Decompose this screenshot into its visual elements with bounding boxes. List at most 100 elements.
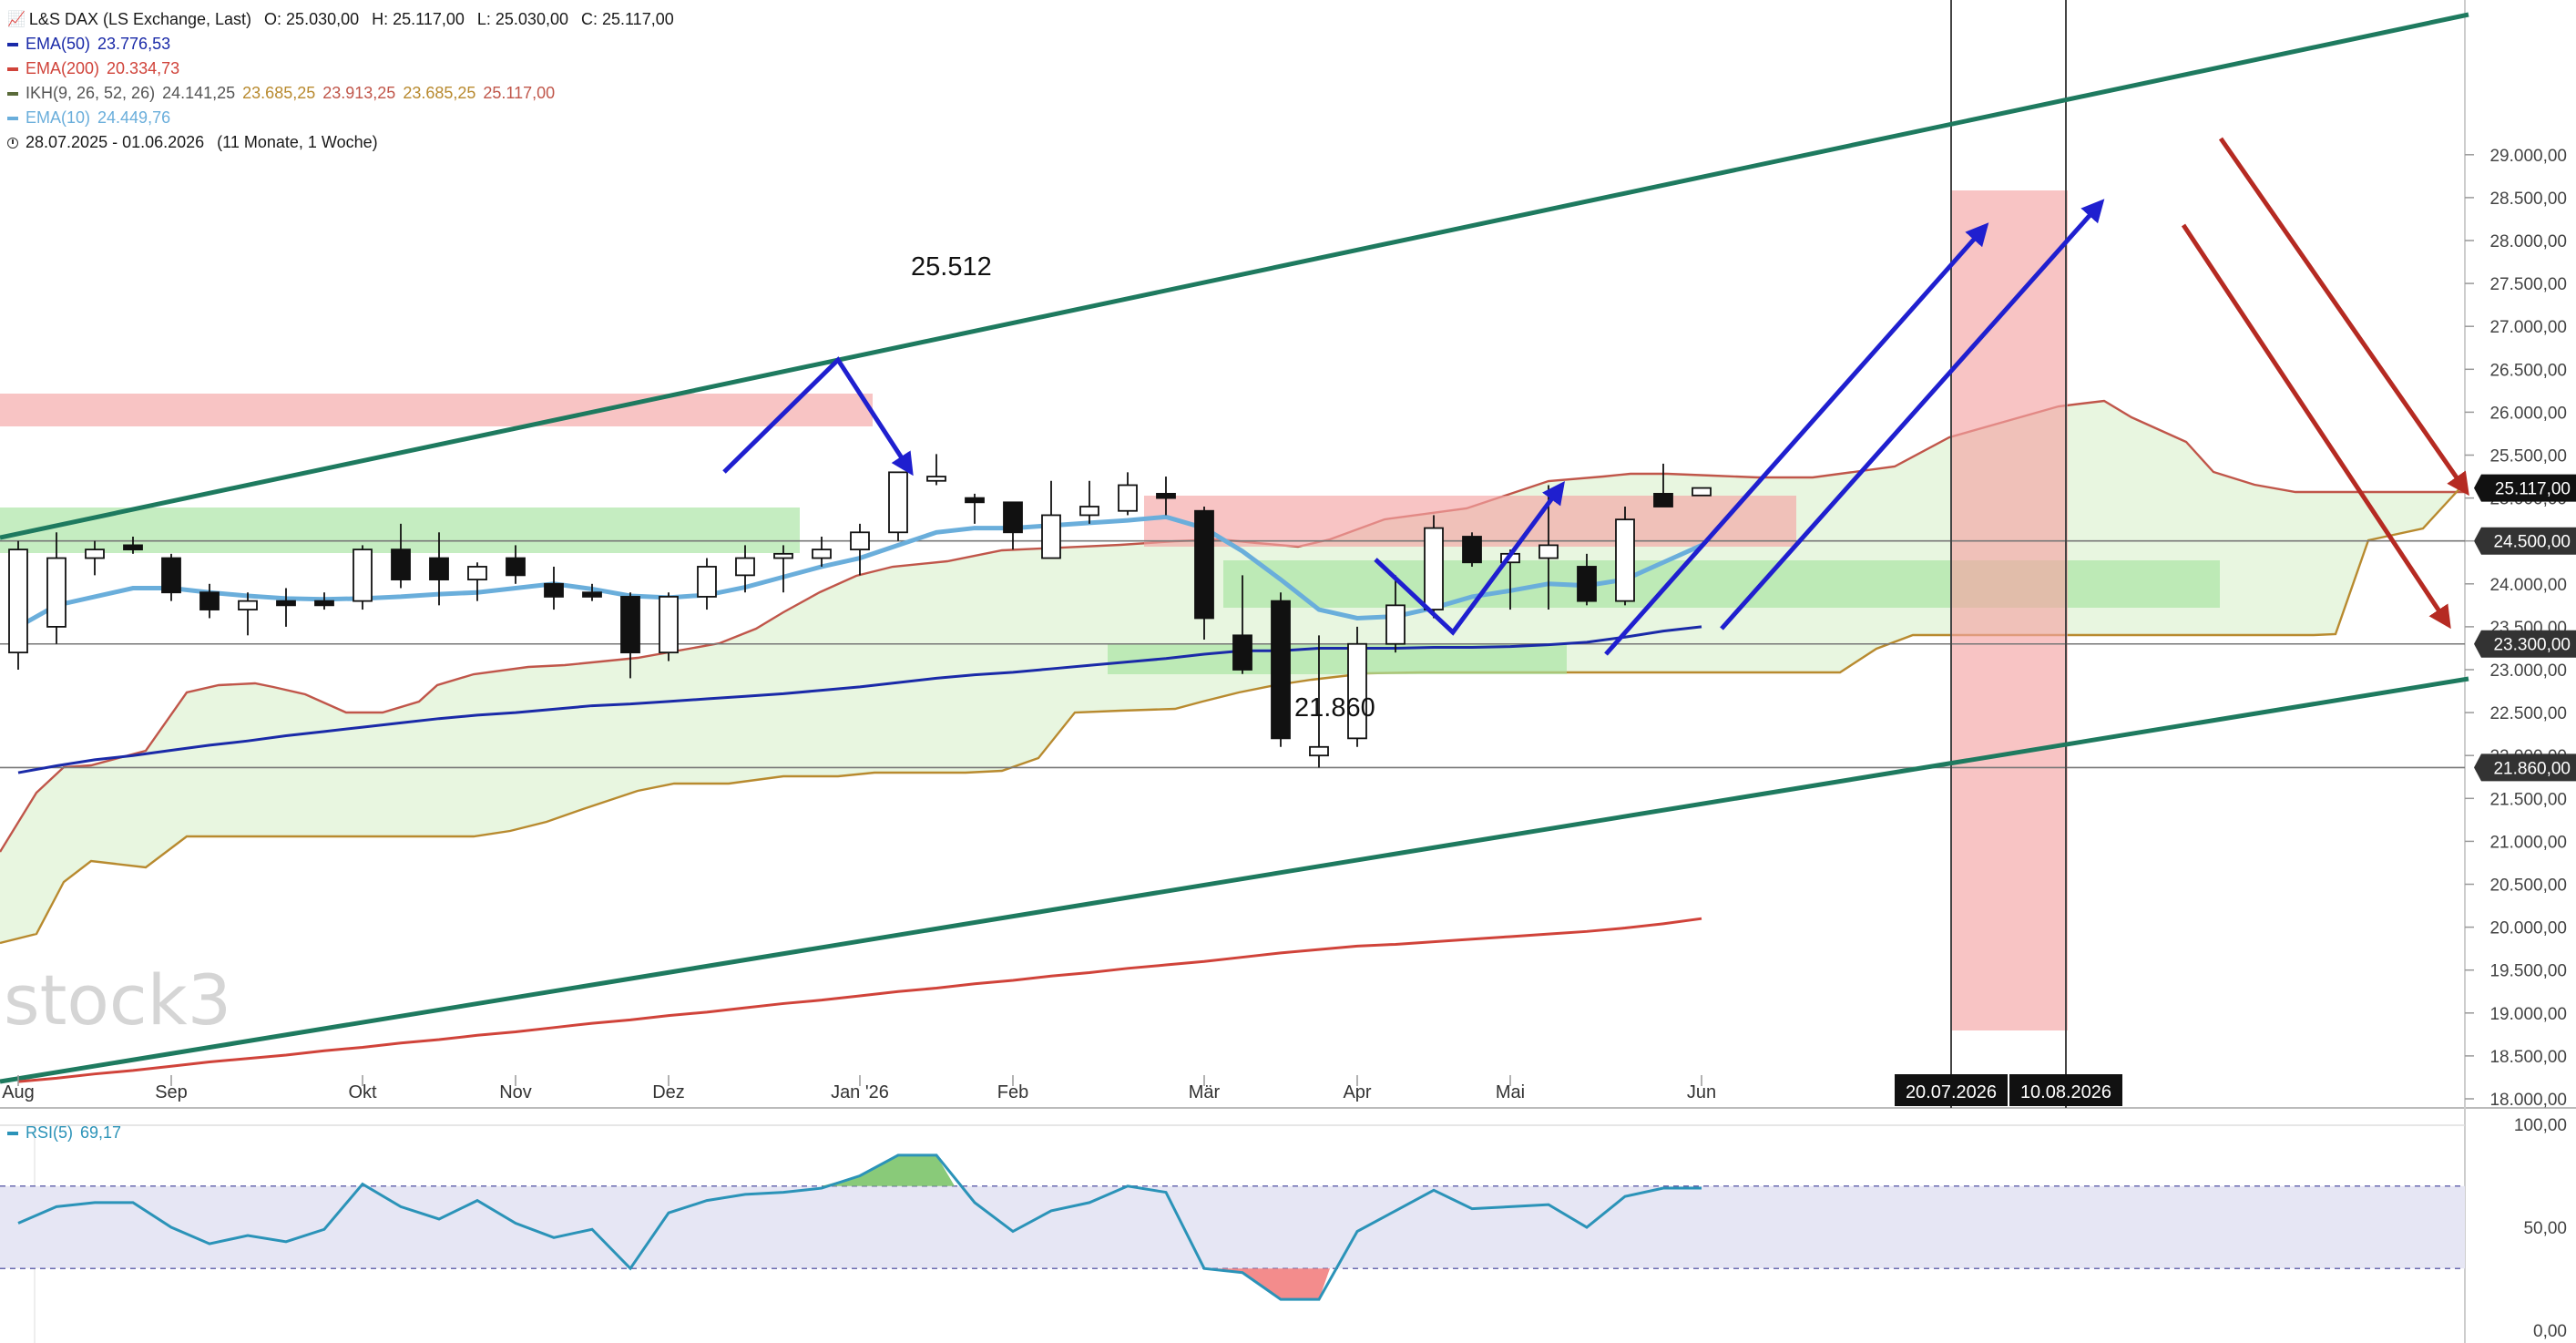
candle xyxy=(161,553,181,601)
candle-body xyxy=(812,548,832,559)
arrow-red-down-1 xyxy=(2218,137,2469,497)
ikh-swatch-icon xyxy=(7,91,18,96)
candle xyxy=(735,545,755,593)
candle xyxy=(1347,626,1367,747)
candle xyxy=(238,592,258,636)
channel-upper-line xyxy=(0,12,2469,540)
candle-body xyxy=(353,548,373,602)
watermark: stock3 xyxy=(4,959,231,1041)
legend-ema50[interactable]: EMA(50) 23.776,53 xyxy=(7,32,674,56)
candle-body xyxy=(582,591,602,598)
legend-range: 28.07.2025 - 01.06.2026 (11 Monate, 1 Wo… xyxy=(7,130,674,155)
ikh-value-2: 23.685,25 xyxy=(242,84,316,102)
candle-body xyxy=(659,596,679,654)
clock-icon xyxy=(7,137,18,149)
candle xyxy=(1118,472,1138,516)
forecast-time-window xyxy=(1951,190,2068,1030)
line-ema50 xyxy=(17,625,1702,774)
candle xyxy=(1041,480,1061,559)
rsi-oversold-fill xyxy=(1204,1268,1330,1300)
price-tag: 21.860,00 xyxy=(2474,754,2576,782)
candle xyxy=(85,540,105,576)
price-tag: 24.500,00 xyxy=(2474,527,2576,555)
ohlc-open: O: 25.030,00 xyxy=(264,10,360,28)
x-tick-label: Mai xyxy=(1496,1082,1525,1102)
ikh-value-1: 24.141,25 xyxy=(162,84,236,102)
y-tick-label: 21.500,00 xyxy=(2489,790,2567,809)
ema50-value: 23.776,53 xyxy=(97,35,171,53)
candle xyxy=(1653,463,1673,507)
arrow-blue-up-2 xyxy=(1720,199,2105,630)
candle-body xyxy=(620,596,640,654)
candle xyxy=(123,536,143,554)
candle-body xyxy=(429,557,449,580)
ema50-swatch-icon xyxy=(7,42,18,46)
candle-body xyxy=(1385,604,1406,645)
time-axis: Aug Sep Okt Nov Dez Jan '26 Feb Mär Apr Mai Jun xyxy=(2,1075,1716,1102)
price-tag-label: 23.300,00 xyxy=(2493,636,2571,655)
candle-body xyxy=(1615,518,1635,602)
legend-ema200[interactable]: EMA(200) 20.334,73 xyxy=(7,56,674,81)
candle xyxy=(8,540,28,670)
arrow-red-down-2 xyxy=(2181,223,2451,630)
y-tick-label: 26.000,00 xyxy=(2489,404,2567,423)
y-tick-label: 18.500,00 xyxy=(2489,1048,2567,1067)
y-tick-label: 21.000,00 xyxy=(2489,833,2567,852)
senkou-span-b-line xyxy=(0,482,2466,945)
price-tag-label: 25.117,00 xyxy=(2495,480,2571,499)
rsi-legend[interactable]: RSI(5) 69,17 xyxy=(7,1123,121,1143)
candle xyxy=(46,532,66,644)
y-tick-label: 23.000,00 xyxy=(2489,661,2567,681)
candle-body xyxy=(467,566,487,580)
candle-body xyxy=(276,600,296,607)
candle xyxy=(1309,635,1329,768)
ema10-value: 24.449,76 xyxy=(97,108,171,127)
y-tick-label: 24.000,00 xyxy=(2489,576,2567,595)
x-tick-label: Jun xyxy=(1687,1082,1716,1102)
instrument-name: L&S DAX (LS Exchange, Last) xyxy=(28,10,252,28)
y-tick-label: 25.500,00 xyxy=(2489,447,2567,466)
annotation-low: 21.860 xyxy=(1294,693,1375,723)
candle xyxy=(697,558,717,610)
ema10-swatch-icon xyxy=(7,116,18,120)
x-tick-label: Dez xyxy=(652,1082,685,1102)
date-marker-2-label: 10.08.2026 xyxy=(2020,1082,2111,1102)
candle-body xyxy=(1118,484,1138,512)
line-ema200 xyxy=(17,917,1702,1083)
rsi-label: RSI(5) xyxy=(26,1123,74,1142)
ema200-value: 20.334,73 xyxy=(107,59,180,77)
candle-body xyxy=(1538,544,1559,559)
candle-body xyxy=(1156,492,1176,499)
candle xyxy=(1156,477,1176,516)
ohlc-high: H: 25.117,00 xyxy=(372,10,465,28)
candle-body xyxy=(735,557,755,577)
candle xyxy=(965,493,985,524)
arrow-blue-swing-1 xyxy=(722,356,914,477)
candle-body xyxy=(1194,509,1214,620)
candle xyxy=(1462,532,1482,567)
candle-body xyxy=(1232,634,1252,671)
candle-body xyxy=(1692,487,1712,497)
candle xyxy=(582,583,602,601)
price-tag-bg xyxy=(2474,474,2576,502)
y-tick-label: 20.500,00 xyxy=(2489,877,2567,896)
x-tick-label: Okt xyxy=(348,1082,377,1102)
legend-ikh[interactable]: IKH(9, 26, 52, 26) 24.141,25 23.685,25 2… xyxy=(7,81,674,106)
x-tick-label: Mär xyxy=(1189,1082,1221,1102)
chart-type-icon: 📈 xyxy=(7,12,26,27)
candle xyxy=(429,532,449,606)
candle xyxy=(1577,553,1597,606)
legend-ema10[interactable]: EMA(10) 24.449,76 xyxy=(7,106,674,130)
candle xyxy=(1079,480,1099,524)
candle xyxy=(353,545,373,610)
chart-legend: 📈 L&S DAX (LS Exchange, Last) O: 25.030,… xyxy=(7,7,674,155)
date-marker-2: 10.08.2026 xyxy=(2009,1074,2122,1106)
ikh-value-4: 23.685,25 xyxy=(403,84,476,102)
ikh-value-5: 25.117,00 xyxy=(483,84,556,102)
ema10-label: EMA(10) xyxy=(26,108,91,127)
y-tick-label: 28.000,00 xyxy=(2489,232,2567,251)
ikh-label: IKH(9, 26, 52, 26) xyxy=(26,84,156,102)
candle-body xyxy=(926,476,946,482)
candle-body xyxy=(773,552,793,559)
